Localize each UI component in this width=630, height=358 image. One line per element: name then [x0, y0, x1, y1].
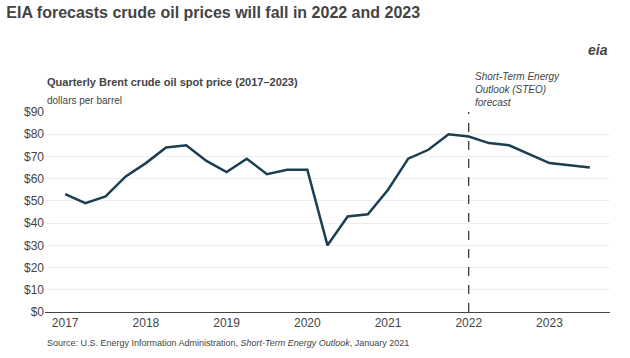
- svg-text:$20: $20: [24, 261, 44, 275]
- svg-text:2018: 2018: [133, 316, 160, 330]
- svg-text:2019: 2019: [213, 316, 240, 330]
- svg-text:Source: U.S. Energy Informatio: Source: U.S. Energy Information Administ…: [47, 338, 409, 348]
- svg-text:$30: $30: [24, 239, 44, 253]
- svg-text:$60: $60: [24, 172, 44, 186]
- svg-text:EIA forecasts crude oil prices: EIA forecasts crude oil prices will fall…: [6, 4, 420, 21]
- svg-text:$10: $10: [24, 283, 44, 297]
- svg-text:2022: 2022: [455, 316, 482, 330]
- svg-text:dollars per barrel: dollars per barrel: [47, 95, 122, 106]
- svg-text:$50: $50: [24, 194, 44, 208]
- svg-text:2023: 2023: [536, 316, 563, 330]
- svg-text:$90: $90: [24, 105, 44, 119]
- svg-text:Quarterly Brent crude oil spot: Quarterly Brent crude oil spot price (20…: [47, 76, 298, 88]
- svg-text:2020: 2020: [294, 316, 321, 330]
- svg-text:Short-Term EnergyOutlook (STEO: Short-Term EnergyOutlook (STEO)forecast: [475, 71, 560, 108]
- svg-text:$0: $0: [31, 305, 45, 319]
- svg-text:$70: $70: [24, 150, 44, 164]
- svg-text:2017: 2017: [52, 316, 79, 330]
- svg-text:$40: $40: [24, 216, 44, 230]
- svg-text:$80: $80: [24, 127, 44, 141]
- svg-text:eia: eia: [588, 42, 608, 58]
- svg-text:2021: 2021: [375, 316, 402, 330]
